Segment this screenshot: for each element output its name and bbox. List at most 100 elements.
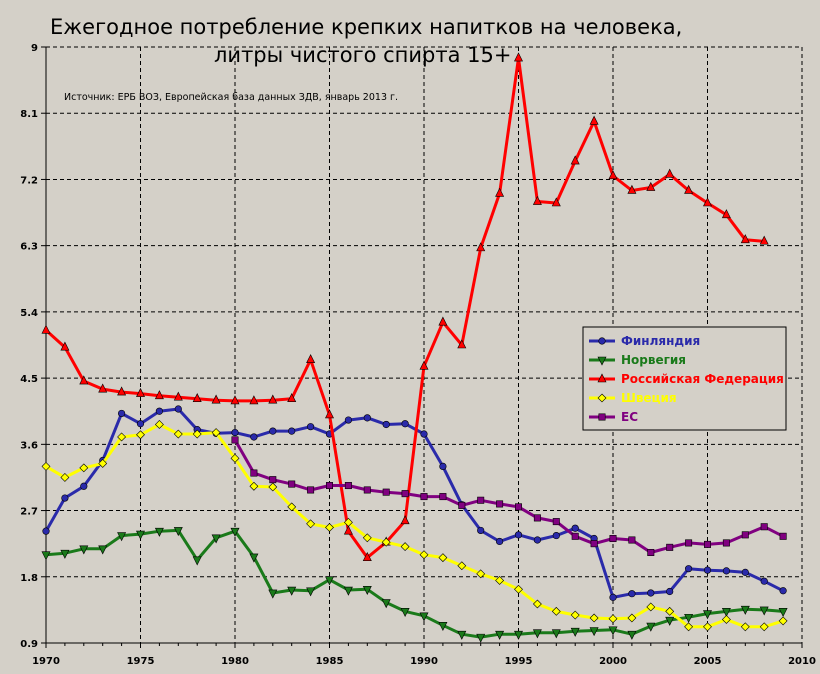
series-2-point-2008: [759, 235, 769, 245]
series-2-point-1982: [268, 394, 278, 404]
series-0-point-2000: [609, 593, 617, 601]
series-3-point-2008: [759, 622, 769, 632]
series-0-point-1988: [382, 420, 390, 429]
series-2-point-1985: [325, 409, 334, 419]
series-3-point-1974: [117, 432, 127, 442]
series-0-point-1997: [552, 531, 560, 540]
series-4-point-1982: [269, 476, 277, 484]
series-1-point-1973: [98, 545, 108, 555]
series-4-point-1993: [477, 496, 485, 504]
y-tick-label-6: 6.3: [20, 242, 38, 253]
series-1-point-1999: [589, 627, 599, 637]
series-2-point-1994: [495, 187, 505, 197]
series-0-point-1983: [288, 427, 296, 435]
series-3-point-2009: [778, 616, 788, 626]
x-tick-label-1990: 1990: [410, 656, 438, 667]
series-1-point-1988: [381, 599, 391, 609]
series-4-point-2001: [628, 536, 636, 544]
series-3-point-1973: [98, 459, 108, 468]
series-1-point-1976: [154, 527, 164, 537]
series-4-point-1983: [288, 480, 296, 488]
series-1-point-2007: [740, 605, 750, 615]
y-tick-label-3: 3.6: [20, 440, 38, 451]
series-2-point-2001: [627, 184, 637, 194]
series-line-0: [44, 407, 784, 599]
series-0-point-2002: [647, 589, 655, 597]
series-1-point-1987: [362, 585, 372, 595]
series-0-point-1993: [477, 526, 485, 535]
series-0-point-2005: [703, 566, 712, 574]
series-4-point-1981: [250, 469, 258, 477]
series-2-point-2004: [684, 184, 694, 194]
series-4-point-1994: [496, 500, 504, 508]
series-1-point-2006: [721, 608, 731, 618]
series-3: [41, 420, 788, 632]
series-4-point-2008: [760, 523, 768, 531]
series-2-point-1979: [211, 394, 221, 404]
series-4-point-1990: [420, 493, 428, 501]
series-2-point-2003: [665, 168, 675, 178]
series-4: [231, 436, 787, 556]
legend-swatch-marker-2: [597, 373, 607, 383]
series-3-point-2003: [665, 606, 675, 616]
series-1-point-1983: [287, 586, 297, 596]
series-3-point-2001: [627, 613, 637, 623]
series-2-point-1986: [343, 525, 353, 535]
series-1-point-1972: [79, 545, 89, 555]
x-tick-label-1995: 1995: [505, 656, 533, 667]
series-1-point-1989: [400, 608, 410, 618]
series-3-point-1981: [249, 481, 259, 491]
series-0-point-1971: [61, 494, 69, 502]
series-3-point-1996: [532, 599, 542, 609]
series-3-point-1979: [211, 428, 221, 437]
series-3-point-1994: [495, 576, 505, 585]
series-3-point-1987: [362, 533, 372, 543]
series-0-point-1977: [174, 405, 182, 413]
series-1-point-1982: [268, 589, 278, 599]
series-3-point-1989: [400, 542, 410, 552]
y-tick-label-5: 5.4: [20, 308, 38, 319]
series-3-point-1976: [154, 420, 164, 429]
series-0-point-1975: [136, 420, 145, 428]
series-1-point-1994: [495, 630, 505, 640]
series-4-point-2000: [609, 535, 617, 543]
series-3-point-1997: [551, 606, 561, 616]
series-4-point-1989: [401, 490, 409, 498]
series-0-point-2004: [684, 565, 693, 573]
y-tick-label-1: 1.8: [20, 573, 38, 584]
chart-title-line1: Ежегодное потребление крепких напитков н…: [50, 15, 682, 39]
series-1-point-1970: [41, 551, 51, 561]
series-3-point-2005: [703, 622, 712, 632]
series-4-point-1996: [533, 514, 541, 522]
series-0-point-1990: [420, 430, 428, 438]
series-2-point-1980: [230, 395, 240, 405]
legend-swatch-marker-4: [598, 413, 606, 421]
x-tick-label-1975: 1975: [127, 656, 155, 667]
series-3-point-1995: [514, 584, 523, 594]
series-1-point-1975: [136, 530, 145, 540]
series-0-point-2008: [760, 577, 768, 585]
series-2-point-1971: [60, 341, 70, 351]
series-1-point-2009: [778, 608, 788, 618]
x-tick-label-1980: 1980: [221, 656, 249, 667]
series-1-point-1993: [476, 633, 486, 643]
y-tick-label-9: 9: [31, 43, 38, 54]
series-1-point-1980: [230, 527, 240, 537]
series-1-point-2005: [703, 610, 712, 620]
series-1-point-2000: [608, 626, 618, 636]
series-2-point-1976: [154, 390, 164, 400]
series-4-point-1991: [439, 493, 447, 501]
series-2-point-1997: [551, 197, 561, 207]
legend-label-1: Норвегия: [621, 353, 686, 367]
axes: [41, 46, 803, 648]
series-1-point-2001: [627, 630, 637, 640]
series-2-point-1989: [400, 515, 410, 525]
series-0-point-1976: [155, 407, 163, 415]
series-4-point-1992: [458, 501, 466, 509]
series-2-point-1996: [532, 195, 542, 205]
series-0-point-1994: [496, 537, 504, 546]
series-4-point-2004: [685, 539, 693, 547]
series-4-point-1999: [590, 540, 598, 548]
series-2-point-1995: [514, 52, 523, 62]
series-2-point-1978: [192, 393, 202, 403]
